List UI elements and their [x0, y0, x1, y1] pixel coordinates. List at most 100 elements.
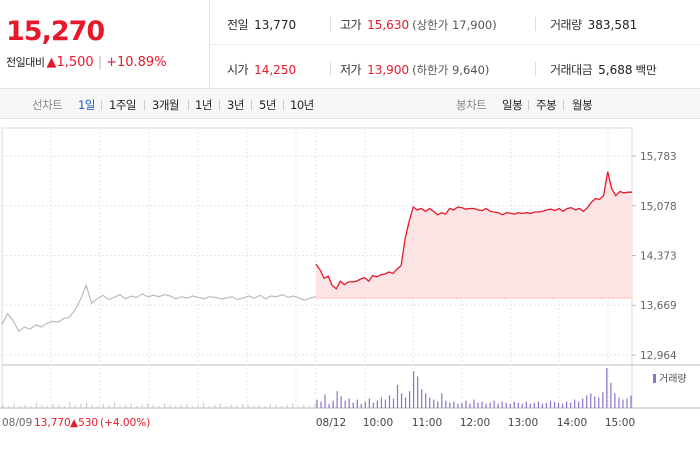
volume-legend-label: 거래량	[659, 373, 687, 385]
volume-bars	[2, 368, 632, 408]
stat-open: 시가 14,250	[227, 61, 296, 78]
volume-bar	[169, 404, 171, 408]
volume-bar	[602, 392, 604, 408]
volume-bar	[364, 401, 366, 408]
tab-3years[interactable]: 3년	[227, 98, 244, 112]
tab-monthly-candle[interactable]: 월봉	[572, 98, 593, 112]
volume-bar	[320, 401, 322, 408]
stat-trade-value: 거래대금 5,688 백만	[550, 61, 657, 78]
volume-bar	[102, 403, 104, 408]
volume-bar	[360, 403, 362, 408]
volume-bar	[417, 376, 419, 408]
volume-bar	[41, 404, 43, 408]
stat-low: 저가 13,900 (하한가 9,640)	[340, 61, 489, 78]
volume-bar	[147, 402, 149, 408]
today-fill	[316, 171, 632, 299]
x-axis-label: 10:00	[363, 417, 393, 429]
volume-bar	[52, 403, 54, 408]
tab-divider	[101, 100, 102, 110]
volume-bar	[429, 397, 431, 408]
volume-bar	[453, 401, 455, 408]
price-area	[316, 171, 632, 299]
tab-1week[interactable]: 1주일	[109, 98, 136, 112]
stat-sub: (상한가 17,900)	[412, 18, 497, 32]
volume-bar	[561, 403, 564, 408]
tab-divider	[188, 100, 189, 110]
volume-bar	[2, 404, 4, 408]
x-axis-label: 15:00	[605, 417, 635, 429]
stat-high: 고가 15,630 (상한가 17,900)	[340, 16, 497, 33]
tab-3months[interactable]: 3개월	[152, 98, 179, 112]
volume-bar	[97, 405, 99, 408]
x-axis-label: 08/12	[316, 417, 346, 429]
stat-value: 14,250	[254, 63, 297, 77]
stat-label: 고가	[340, 18, 362, 32]
volume-bar	[241, 403, 244, 408]
volume-bar	[437, 401, 439, 408]
volume-bar	[152, 404, 155, 408]
volume-bar	[413, 371, 415, 408]
volume-bar	[541, 403, 544, 408]
volume-bar	[372, 402, 374, 408]
volume-bar	[565, 401, 568, 408]
volume-bar	[141, 404, 143, 408]
divider	[330, 17, 331, 31]
candle-chart-heading: 봉차트	[456, 98, 487, 112]
volume-bar	[124, 404, 127, 408]
x-axis-label: 11:00	[412, 417, 442, 429]
volume-bar	[24, 404, 26, 408]
volume-bar	[594, 396, 596, 408]
volume-bar	[513, 401, 515, 408]
price-box: 15,270 전일대비 ▲1,500 | +10.89%	[0, 0, 210, 89]
chart-tabs: 선차트 1일 1주일 3개월 1년 3년 5년 10년 봉차트 일봉 주봉 월봉	[0, 89, 700, 119]
volume-bar	[477, 402, 479, 408]
volume-bar	[493, 400, 495, 408]
volume-bar	[344, 400, 346, 408]
volume-bar	[74, 404, 77, 408]
volume-bar	[297, 405, 299, 408]
volume-bar	[461, 402, 463, 408]
volume-bar	[292, 403, 294, 408]
volume-bar	[376, 400, 378, 408]
stat-sub: (하한가 9,640)	[412, 63, 490, 77]
volume-bar	[396, 384, 399, 408]
y-tick-label: 15,783	[640, 151, 677, 163]
volume-bar	[158, 405, 160, 408]
tab-1year[interactable]: 1년	[195, 98, 212, 112]
stat-volume: 거래량 383,581	[550, 16, 637, 33]
volume-bar	[610, 382, 612, 408]
tab-divider	[219, 100, 220, 110]
volume-bar	[529, 403, 531, 408]
volume-bar	[136, 405, 138, 408]
volume-bar	[545, 402, 548, 408]
volume-bar	[441, 393, 443, 408]
volume-bar	[537, 401, 540, 408]
tab-weekly-candle[interactable]: 주봉	[536, 98, 557, 112]
volume-bar	[481, 401, 483, 408]
volume-bar	[180, 404, 182, 408]
stat-prev-close: 전일 13,770	[227, 16, 296, 33]
tab-1day[interactable]: 1일	[78, 98, 95, 112]
y-tick-label: 14,373	[640, 251, 677, 263]
volume-bar	[336, 391, 338, 408]
tab-10years[interactable]: 10년	[290, 98, 314, 112]
volume-bar	[247, 404, 249, 408]
volume-bar	[469, 403, 471, 408]
volume-bar	[30, 405, 32, 408]
y-tick-label: 13,669	[640, 300, 677, 312]
volume-bar	[618, 397, 620, 408]
volume-bar	[614, 393, 616, 408]
volume-bar	[606, 368, 608, 408]
tab-daily-candle[interactable]: 일봉	[502, 98, 523, 112]
line-chart-heading: 선차트	[32, 98, 63, 112]
volume-bar	[598, 397, 600, 408]
volume-bar	[275, 404, 277, 408]
stat-label: 시가	[227, 63, 249, 77]
volume-bar	[236, 405, 238, 408]
volume-bar	[264, 405, 266, 408]
volume-bar	[408, 391, 411, 408]
tab-divider	[283, 100, 284, 110]
volume-bar	[433, 399, 435, 408]
volume-bar	[113, 402, 116, 408]
tab-5years[interactable]: 5년	[259, 98, 276, 112]
